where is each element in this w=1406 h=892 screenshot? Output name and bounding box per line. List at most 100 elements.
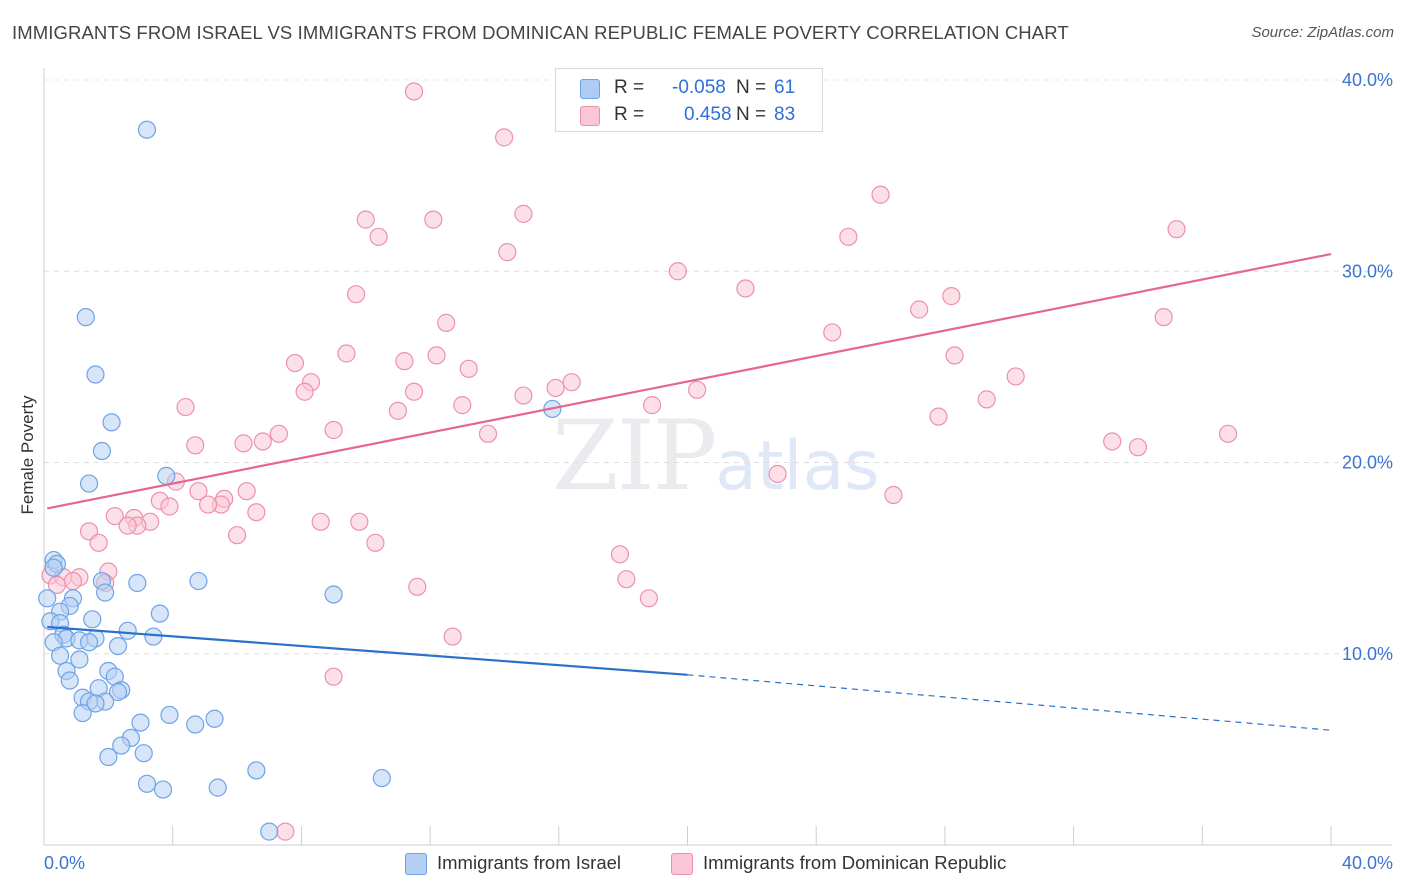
israel-point bbox=[108, 636, 128, 656]
dominican-point bbox=[443, 627, 462, 646]
israel-point bbox=[118, 621, 137, 640]
dominican-point bbox=[498, 243, 517, 262]
dominican-point bbox=[276, 822, 295, 841]
dominican-point bbox=[945, 346, 964, 365]
israel-point bbox=[189, 571, 208, 591]
israel-point bbox=[160, 705, 179, 725]
dominican-point bbox=[459, 359, 478, 378]
legend-swatch-dominican bbox=[580, 106, 600, 126]
dominican-point bbox=[404, 82, 424, 101]
israel-point bbox=[102, 413, 121, 432]
israel-point bbox=[247, 761, 266, 780]
dominican-point bbox=[910, 300, 929, 319]
bottom-legend-swatch-dominican bbox=[671, 853, 693, 875]
israel-point bbox=[79, 474, 99, 493]
israel-point bbox=[70, 650, 89, 669]
dominican-point bbox=[388, 401, 408, 420]
y-tick-label: 10.0% bbox=[1342, 644, 1393, 664]
israel-point bbox=[112, 736, 131, 755]
n-label: N = bbox=[736, 77, 767, 98]
dominican-point bbox=[977, 390, 996, 409]
n-label: N = bbox=[736, 104, 767, 125]
israel-point bbox=[372, 768, 391, 788]
dominican-point bbox=[427, 346, 446, 365]
israel-point bbox=[79, 633, 99, 652]
r-value: -0.058 bbox=[672, 77, 726, 98]
dominican-point bbox=[839, 227, 858, 246]
israel-point bbox=[99, 747, 118, 767]
israel-point bbox=[50, 646, 70, 665]
bottom-legend-label-dominican: Immigrants from Dominican Republic bbox=[703, 852, 1007, 873]
watermark-atlas: atlas bbox=[715, 427, 880, 506]
israel-point bbox=[153, 780, 173, 799]
israel-point bbox=[134, 744, 153, 763]
israel-point bbox=[128, 573, 147, 593]
israel-point bbox=[150, 604, 169, 623]
dominican-point bbox=[395, 352, 414, 371]
dominican-point bbox=[234, 434, 253, 453]
israel-point bbox=[76, 308, 95, 327]
dominican-trend-line bbox=[47, 252, 1332, 510]
source-label: Source: ZipAtlas.com bbox=[1251, 24, 1394, 41]
dominican-point bbox=[478, 424, 498, 443]
dominican-point bbox=[562, 373, 581, 392]
israel-point bbox=[60, 671, 79, 690]
dominican-point bbox=[227, 526, 247, 545]
watermark: ZIPatlas bbox=[552, 400, 880, 512]
dominican-point bbox=[253, 432, 272, 451]
israel-point bbox=[73, 703, 92, 723]
israel-point bbox=[86, 365, 105, 384]
dominican-point bbox=[1006, 367, 1025, 386]
chart-title: IMMIGRANTS FROM ISRAEL VS IMMIGRANTS FRO… bbox=[12, 22, 1069, 43]
dominican-point bbox=[198, 495, 218, 514]
y-tick-label: 40.0% bbox=[1342, 70, 1393, 90]
dominican-point bbox=[160, 497, 179, 516]
dominican-point bbox=[546, 378, 565, 398]
israel-point bbox=[157, 466, 176, 485]
x-tick-label: 0.0% bbox=[44, 853, 85, 873]
israel-point bbox=[137, 120, 157, 139]
r-label: R = bbox=[614, 104, 645, 125]
r-label: R = bbox=[614, 77, 645, 98]
dominican-point bbox=[823, 323, 842, 342]
dominican-point bbox=[295, 382, 314, 401]
dominican-point bbox=[1128, 438, 1148, 457]
dominican-point bbox=[768, 464, 787, 484]
dominican-point bbox=[324, 667, 343, 686]
dominican-point bbox=[404, 382, 424, 401]
dominican-point bbox=[871, 185, 890, 204]
dominican-point bbox=[424, 210, 443, 229]
dominican-point bbox=[269, 424, 288, 443]
watermark-zip: ZIP bbox=[552, 400, 717, 512]
dominican-point bbox=[643, 396, 662, 415]
israel-point bbox=[137, 774, 157, 793]
dominican-point bbox=[346, 285, 366, 304]
israel-point bbox=[131, 713, 150, 732]
dominican-point bbox=[884, 485, 903, 505]
bottom-legend-swatch-israel bbox=[405, 853, 427, 875]
dominican-point bbox=[369, 227, 388, 246]
dominican-point bbox=[495, 128, 514, 147]
dominican-point bbox=[736, 279, 755, 298]
dominican-point bbox=[1103, 432, 1122, 451]
dominican-point bbox=[311, 512, 330, 531]
israel-point bbox=[186, 715, 205, 734]
dominican-point bbox=[453, 396, 472, 415]
stats-legend: R = -0.058 N = 61 R = 0.458 N = 83 bbox=[555, 68, 823, 132]
israel-point bbox=[324, 585, 343, 604]
legend-swatch-israel bbox=[580, 79, 600, 99]
dominican-point bbox=[610, 545, 630, 564]
dominican-point bbox=[118, 516, 137, 535]
dominican-point bbox=[688, 380, 707, 399]
dominican-point bbox=[324, 420, 343, 440]
n-value: 61 bbox=[774, 77, 796, 98]
dominican-point bbox=[1167, 220, 1186, 239]
israel-point bbox=[144, 627, 163, 646]
dominican-point bbox=[176, 397, 195, 417]
x-tick-label: 40.0% bbox=[1342, 853, 1393, 873]
israel-point bbox=[205, 709, 224, 728]
n-value: 83 bbox=[774, 104, 796, 125]
dominican-point bbox=[47, 575, 66, 595]
dominican-point bbox=[356, 210, 375, 229]
